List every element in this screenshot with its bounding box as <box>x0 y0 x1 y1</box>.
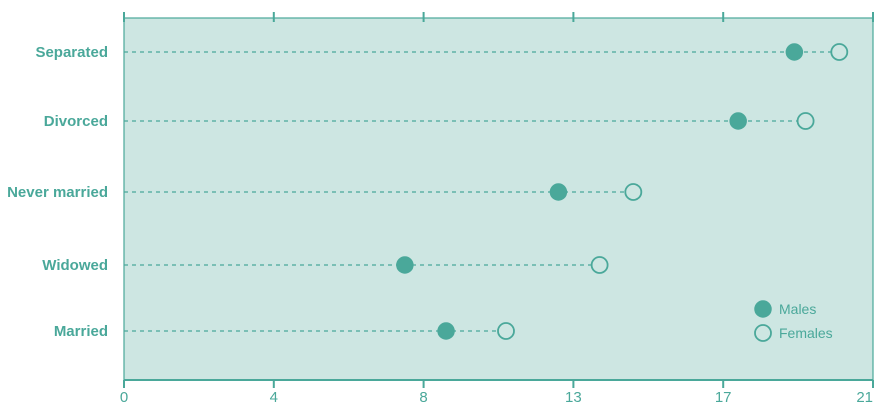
category-label: Widowed <box>42 257 108 274</box>
female-dot <box>590 256 609 274</box>
male-dot <box>729 112 747 130</box>
male-dot <box>549 183 568 201</box>
x-tick-label: 13 <box>565 389 582 406</box>
bottom-axis: 0 4 8 13 17 21 <box>120 379 874 406</box>
legend-female-marker <box>754 324 772 342</box>
dot-row-widowed <box>124 256 609 274</box>
legend-male-marker <box>754 300 772 318</box>
dot-row-divorced <box>124 112 815 130</box>
top-axis <box>123 12 874 22</box>
category-label: Divorced <box>44 113 108 130</box>
female-dot <box>830 43 849 61</box>
category-label: Never married <box>7 184 108 201</box>
category-label: Separated <box>35 44 108 61</box>
data-rows <box>124 43 849 340</box>
plot-area <box>123 17 874 381</box>
female-dot <box>796 112 815 130</box>
x-tick-label: 17 <box>715 389 732 406</box>
x-tick-label: 8 <box>419 389 427 406</box>
male-dot <box>437 322 455 340</box>
x-tick-label: 4 <box>270 389 278 406</box>
male-dot <box>396 256 414 274</box>
female-dot <box>497 322 515 340</box>
category-label: Married <box>54 323 108 340</box>
x-tick-label: 0 <box>120 389 128 406</box>
female-dot <box>624 183 643 201</box>
legend-male-label: Males <box>779 301 816 317</box>
dot-row-never-married <box>124 183 643 201</box>
category-labels: Separated Divorced Never married Widowed Mar… <box>7 44 108 340</box>
dot-row-married <box>124 322 515 340</box>
legend: Males Females <box>754 300 833 342</box>
legend-female-label: Females <box>779 325 833 341</box>
dot-row-separated <box>124 43 849 61</box>
male-dot <box>785 43 804 61</box>
x-tick-label: 21 <box>856 389 873 406</box>
